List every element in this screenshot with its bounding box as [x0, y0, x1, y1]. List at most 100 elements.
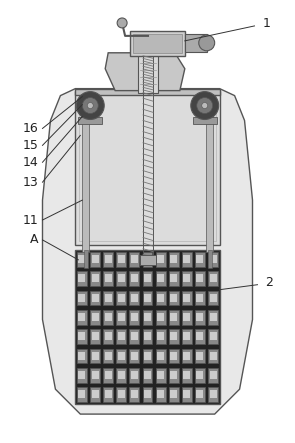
Bar: [75, 89, 220, 95]
Bar: [157, 352, 164, 360]
Bar: [91, 313, 99, 321]
Bar: [183, 294, 190, 302]
Bar: [90, 252, 100, 267]
Bar: [118, 294, 125, 302]
Bar: [206, 97, 213, 252]
Bar: [182, 387, 192, 402]
Bar: [90, 291, 100, 305]
Bar: [210, 371, 217, 379]
Circle shape: [199, 35, 215, 51]
Bar: [196, 352, 204, 360]
Bar: [156, 349, 165, 363]
Bar: [105, 294, 112, 302]
Bar: [77, 291, 87, 305]
Text: 16: 16: [23, 122, 39, 135]
Bar: [208, 368, 218, 383]
Bar: [157, 390, 164, 398]
Bar: [208, 252, 218, 267]
Bar: [133, 34, 182, 53]
Text: 1: 1: [263, 17, 270, 31]
Circle shape: [87, 103, 93, 109]
Bar: [144, 390, 151, 398]
Bar: [105, 332, 112, 340]
Bar: [210, 294, 217, 302]
Bar: [169, 329, 179, 344]
Bar: [105, 371, 112, 379]
Bar: [130, 329, 139, 344]
Bar: [90, 329, 100, 344]
Bar: [116, 310, 126, 325]
Bar: [170, 255, 177, 263]
Bar: [182, 252, 192, 267]
Bar: [195, 329, 205, 344]
Bar: [196, 294, 204, 302]
Bar: [208, 272, 218, 286]
Text: 11: 11: [23, 214, 39, 226]
Bar: [210, 255, 217, 263]
Bar: [103, 310, 113, 325]
Bar: [157, 255, 164, 263]
Bar: [170, 332, 177, 340]
Bar: [142, 272, 153, 286]
Bar: [77, 252, 87, 267]
Circle shape: [76, 92, 104, 120]
Bar: [105, 274, 112, 283]
Bar: [182, 349, 192, 363]
Bar: [196, 332, 204, 340]
Bar: [170, 390, 177, 398]
Bar: [130, 31, 185, 56]
Bar: [144, 332, 151, 340]
Bar: [118, 274, 125, 283]
Bar: [75, 91, 220, 245]
Bar: [142, 252, 153, 267]
Bar: [77, 349, 87, 363]
Bar: [182, 310, 192, 325]
Bar: [183, 332, 190, 340]
Bar: [210, 352, 217, 360]
Bar: [195, 272, 205, 286]
Bar: [196, 371, 204, 379]
Bar: [210, 332, 217, 340]
Bar: [118, 390, 125, 398]
Bar: [116, 291, 126, 305]
Bar: [195, 387, 205, 402]
Bar: [208, 349, 218, 363]
Bar: [144, 352, 151, 360]
Text: 15: 15: [23, 139, 39, 152]
Bar: [157, 294, 164, 302]
Bar: [91, 371, 99, 379]
Bar: [210, 390, 217, 398]
Bar: [78, 255, 85, 263]
Bar: [208, 329, 218, 344]
Bar: [183, 390, 190, 398]
Bar: [195, 291, 205, 305]
Bar: [170, 352, 177, 360]
Bar: [156, 387, 165, 402]
Bar: [131, 255, 138, 263]
Bar: [116, 349, 126, 363]
Bar: [142, 310, 153, 325]
Bar: [78, 371, 85, 379]
Circle shape: [191, 92, 219, 120]
Bar: [170, 274, 177, 283]
Bar: [105, 352, 112, 360]
Bar: [116, 272, 126, 286]
Bar: [130, 349, 139, 363]
Bar: [169, 368, 179, 383]
Bar: [183, 313, 190, 321]
Bar: [116, 329, 126, 344]
Bar: [157, 313, 164, 321]
Bar: [208, 387, 218, 402]
Bar: [103, 272, 113, 286]
Bar: [91, 255, 99, 263]
Bar: [142, 329, 153, 344]
Bar: [130, 368, 139, 383]
Bar: [78, 313, 85, 321]
Bar: [103, 291, 113, 305]
Bar: [118, 352, 125, 360]
Bar: [193, 117, 217, 124]
Bar: [196, 274, 204, 283]
Bar: [103, 252, 113, 267]
Bar: [210, 313, 217, 321]
Bar: [118, 332, 125, 340]
